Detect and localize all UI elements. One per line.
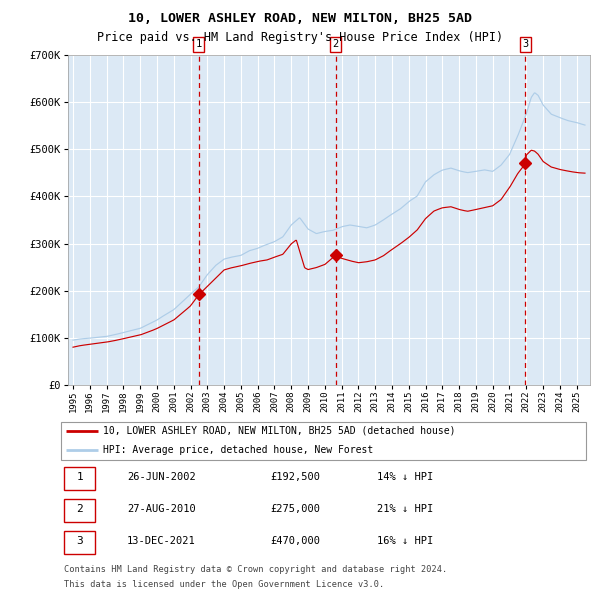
FancyBboxPatch shape [61,422,586,460]
Text: Contains HM Land Registry data © Crown copyright and database right 2024.: Contains HM Land Registry data © Crown c… [64,565,448,574]
FancyBboxPatch shape [64,531,95,554]
FancyBboxPatch shape [64,467,95,490]
Text: £275,000: £275,000 [271,504,321,514]
Text: £192,500: £192,500 [271,473,321,483]
Text: 10, LOWER ASHLEY ROAD, NEW MILTON, BH25 5AD (detached house): 10, LOWER ASHLEY ROAD, NEW MILTON, BH25 … [103,425,456,435]
Text: 2: 2 [332,40,339,50]
Text: 14% ↓ HPI: 14% ↓ HPI [377,473,433,483]
Text: 3: 3 [76,536,83,546]
Text: HPI: Average price, detached house, New Forest: HPI: Average price, detached house, New … [103,445,373,455]
Text: 27-AUG-2010: 27-AUG-2010 [127,504,196,514]
Text: 10, LOWER ASHLEY ROAD, NEW MILTON, BH25 5AD: 10, LOWER ASHLEY ROAD, NEW MILTON, BH25 … [128,11,472,25]
Text: 13-DEC-2021: 13-DEC-2021 [127,536,196,546]
Text: 21% ↓ HPI: 21% ↓ HPI [377,504,433,514]
FancyBboxPatch shape [64,499,95,522]
Text: 3: 3 [522,40,529,50]
Text: 1: 1 [196,40,202,50]
Text: £470,000: £470,000 [271,536,321,546]
Text: 2: 2 [76,504,83,514]
Text: This data is licensed under the Open Government Licence v3.0.: This data is licensed under the Open Gov… [64,581,385,589]
Text: 16% ↓ HPI: 16% ↓ HPI [377,536,433,546]
Text: Price paid vs. HM Land Registry's House Price Index (HPI): Price paid vs. HM Land Registry's House … [97,31,503,44]
Text: 1: 1 [76,473,83,483]
Text: 26-JUN-2002: 26-JUN-2002 [127,473,196,483]
